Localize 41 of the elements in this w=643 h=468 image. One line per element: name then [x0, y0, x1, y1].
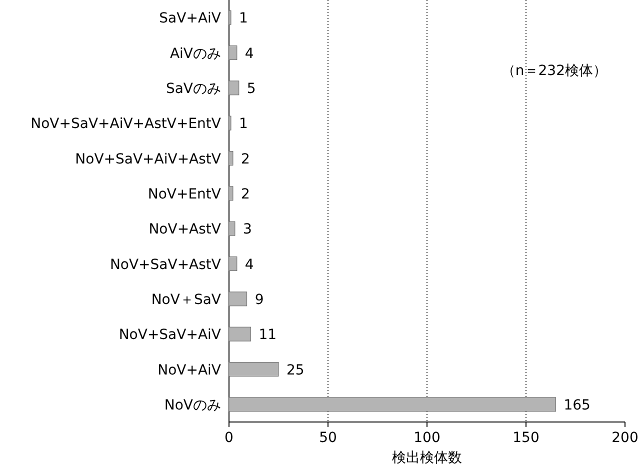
x-axis-title: 検出検体数 — [392, 450, 462, 466]
y-tick-label: NoV+SaV+AstV — [110, 256, 222, 273]
bar — [228, 362, 279, 376]
y-tick-label: SaVのみ — [166, 80, 221, 97]
data-label: 5 — [246, 80, 256, 97]
y-tick-label: NoV+AstV — [148, 222, 222, 238]
data-label: 4 — [244, 256, 254, 273]
data-label: 25 — [286, 362, 304, 378]
x-tick-label: 150 — [512, 430, 540, 446]
data-label: 2 — [240, 151, 250, 168]
x-tick-label: 200 — [612, 430, 638, 446]
bar — [228, 46, 238, 60]
bar — [228, 292, 248, 306]
data-label: 2 — [240, 186, 250, 202]
y-tick-label: NoV+AiV — [158, 362, 222, 378]
x-tick-label: 50 — [319, 430, 337, 446]
data-label: 4 — [244, 46, 254, 62]
data-label: 3 — [242, 222, 252, 238]
bar — [228, 326, 252, 342]
data-label: 1 — [238, 10, 248, 27]
bar — [228, 186, 234, 201]
y-tick-label: NoVのみ — [164, 397, 221, 414]
y-tick-label: NoV+SaV+AiV+AstV — [75, 151, 222, 168]
bar — [228, 397, 556, 412]
data-label: 1 — [238, 116, 248, 132]
annotation: （n＝232検体） — [501, 63, 607, 79]
data-label: 165 — [564, 397, 590, 414]
y-tick-label: NoV＋SaV — [151, 292, 222, 308]
y-tick-label: NoV+EntV — [148, 186, 222, 202]
bar — [228, 221, 236, 236]
bar — [228, 151, 234, 166]
x-tick-label: 0 — [224, 430, 234, 446]
y-tick-label: NoV+SaV+AiV+AstV+EntV — [30, 116, 222, 132]
bar — [228, 256, 238, 271]
y-tick-label: AiVのみ — [170, 46, 221, 62]
x-tick-label: 100 — [414, 430, 440, 446]
data-label: 9 — [254, 292, 264, 308]
bar — [228, 80, 240, 96]
y-tick-label: SaV+AiV — [159, 10, 222, 27]
y-tick-label: NoV+SaV+AiV — [118, 327, 222, 344]
data-label: 11 — [258, 327, 277, 344]
